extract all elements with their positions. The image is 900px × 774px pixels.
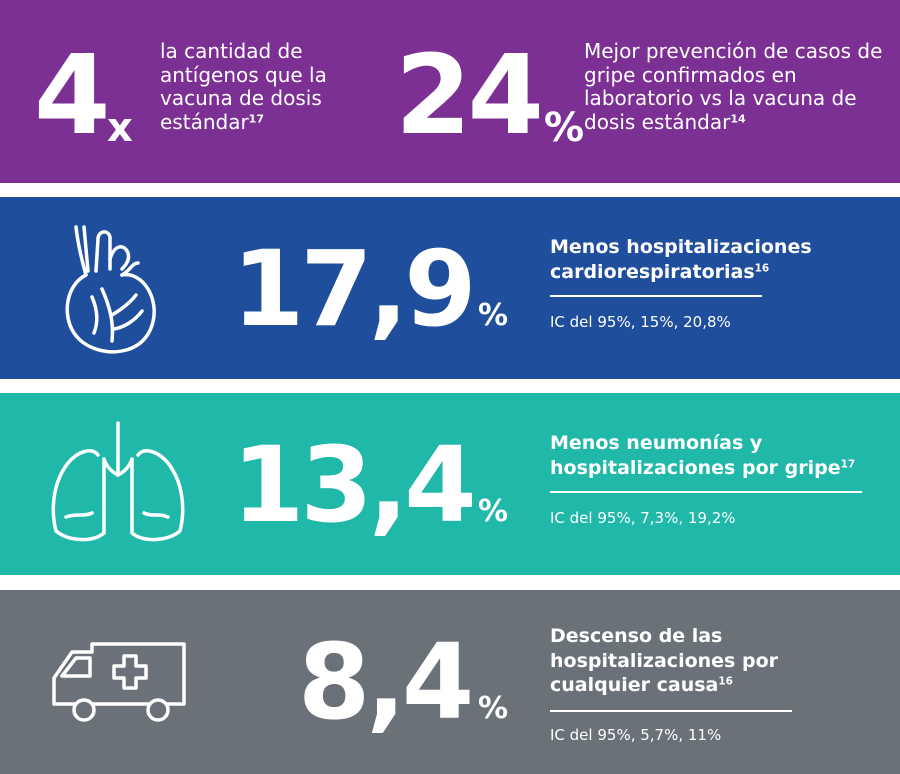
hospitalization-rule: [550, 710, 792, 712]
hospitalization-heading: Descenso de las hospitalizaciones por cu…: [550, 624, 840, 698]
cardio-ref: 16: [754, 262, 770, 275]
heart-icon: [65, 225, 156, 354]
pneumonia-heading-text: Menos neumonías y hospitalizaciones por …: [550, 432, 841, 479]
cardio-band: 17,9 % Menos hospitalizaciones cardiores…: [0, 197, 900, 379]
hospitalization-number: 8,4: [298, 621, 474, 743]
antigen-band: 4 x la cantidad de antígenos que la vacu…: [0, 0, 900, 183]
pneumonia-heading: Menos neumonías y hospitalizaciones por …: [550, 431, 870, 480]
cardio-ci: IC del 95%, 15%, 20,8%: [550, 313, 731, 331]
cardio-number: 17,9: [232, 228, 477, 350]
stat-4-description: la cantidad de antígenos que la vacuna d…: [160, 39, 390, 134]
hospitalization-unit: %: [478, 691, 509, 726]
cardio-rule: [550, 295, 762, 297]
pneumonia-band: 13,4 % Menos neumonías y hospitalizacion…: [0, 393, 900, 575]
pneumonia-rule: [550, 491, 862, 493]
pneumonia-number: 13,4: [232, 424, 477, 546]
stat-24-description: Mejor prevención de casos de gripe confi…: [584, 39, 884, 134]
stat-24-unit: %: [544, 105, 585, 151]
lungs-icon: [51, 421, 185, 542]
hospitalization-band: 8,4 % Descenso de las hospitalizaciones …: [0, 590, 900, 774]
hospitalization-ci: IC del 95%, 5,7%, 11%: [550, 726, 722, 744]
cardio-heading-text: Menos hospitalizaciones cardiorespirator…: [550, 236, 812, 283]
ambulance-icon: [52, 642, 186, 722]
hospitalization-ref: 16: [718, 676, 733, 689]
pneumonia-ci: IC del 95%, 7,3%, 19,2%: [550, 509, 736, 527]
hospitalization-heading-text: Descenso de las hospitalizaciones por cu…: [550, 625, 778, 697]
stat-24-number: 24: [395, 31, 544, 159]
stat-4-ref: 17: [248, 112, 264, 126]
stat-4-number: 4: [34, 31, 111, 159]
stat-4-text: la cantidad de antígenos que la vacuna d…: [160, 39, 327, 134]
stat-4-unit: x: [107, 105, 133, 151]
stat-24-ref: 14: [730, 112, 746, 126]
stat-24-text: Mejor prevención de casos de gripe confi…: [584, 39, 883, 134]
cardio-heading: Menos hospitalizaciones cardiorespirator…: [550, 235, 870, 284]
pneumonia-ref: 17: [840, 458, 856, 471]
cardio-unit: %: [478, 298, 509, 333]
pneumonia-unit: %: [478, 494, 509, 529]
